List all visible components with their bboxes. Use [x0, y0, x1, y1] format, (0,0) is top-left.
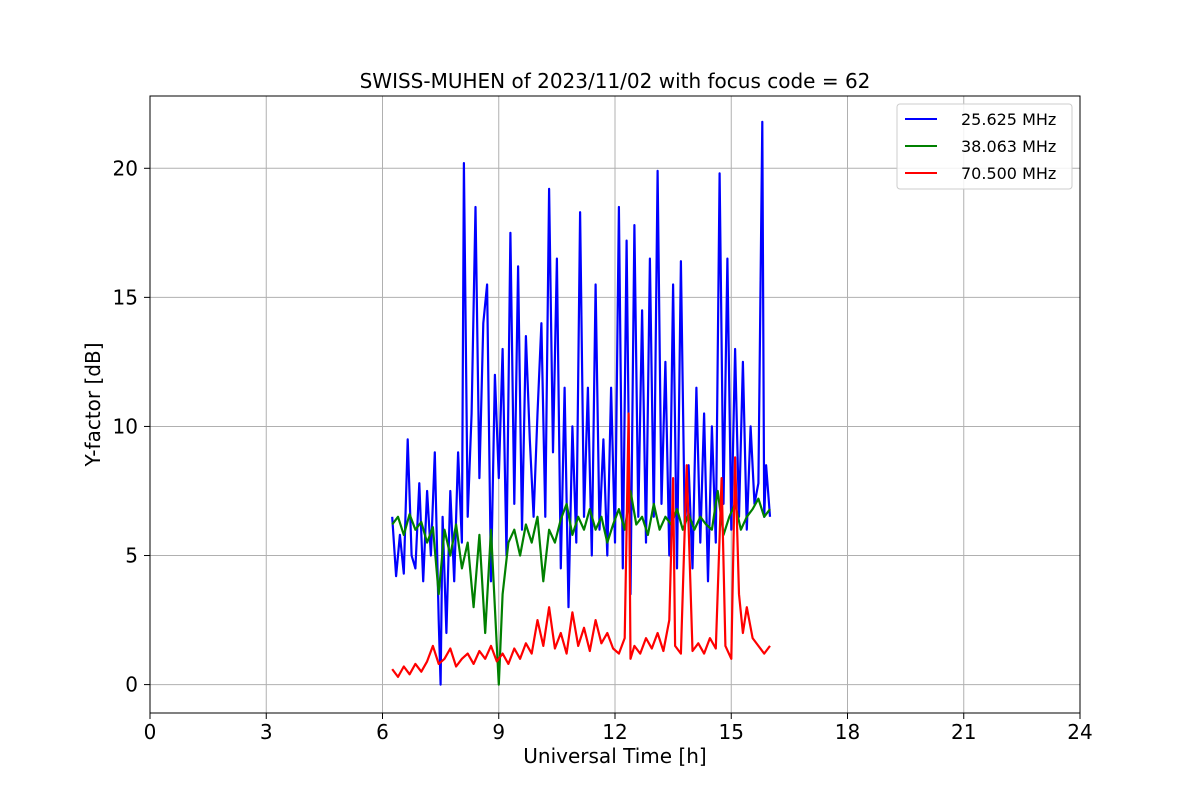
x-tick-label: 15	[719, 720, 744, 744]
y-tick-label: 10	[113, 414, 138, 438]
legend: 25.625 MHz 38.063 MHz 70.500 MHz	[896, 103, 1073, 190]
series-line-3	[391, 412, 771, 679]
x-tick-label: 21	[951, 720, 976, 744]
y-tick-label: 0	[125, 673, 138, 697]
legend-box	[896, 103, 1073, 190]
x-axis-label: Universal Time [h]	[523, 744, 706, 768]
plot-area	[391, 120, 772, 686]
x-tick-label: 12	[602, 720, 627, 744]
series-line-1	[391, 120, 772, 686]
x-tick-label: 18	[835, 720, 860, 744]
x-tick-label: 3	[260, 720, 273, 744]
x-tick-label: 9	[492, 720, 505, 744]
chart-title: SWISS-MUHEN of 2023/11/02 with focus cod…	[360, 69, 871, 93]
legend-label: 38.063 MHz	[961, 137, 1056, 156]
legend-label: 25.625 MHz	[961, 110, 1056, 129]
x-tick-label: 24	[1067, 720, 1092, 744]
y-tick-label: 5	[125, 544, 138, 568]
legend-label: 70.500 MHz	[961, 164, 1056, 183]
x-tick-label: 6	[376, 720, 389, 744]
series-line-2	[391, 489, 771, 686]
y-axis-label: Y-factor [dB]	[81, 342, 105, 467]
axis-ticks: 0 3 6 9 12 15 18 21 24 0 5 10 15 20	[113, 156, 1093, 744]
y-tick-label: 15	[113, 285, 138, 309]
x-tick-label: 0	[144, 720, 157, 744]
y-tick-label: 20	[113, 156, 138, 180]
